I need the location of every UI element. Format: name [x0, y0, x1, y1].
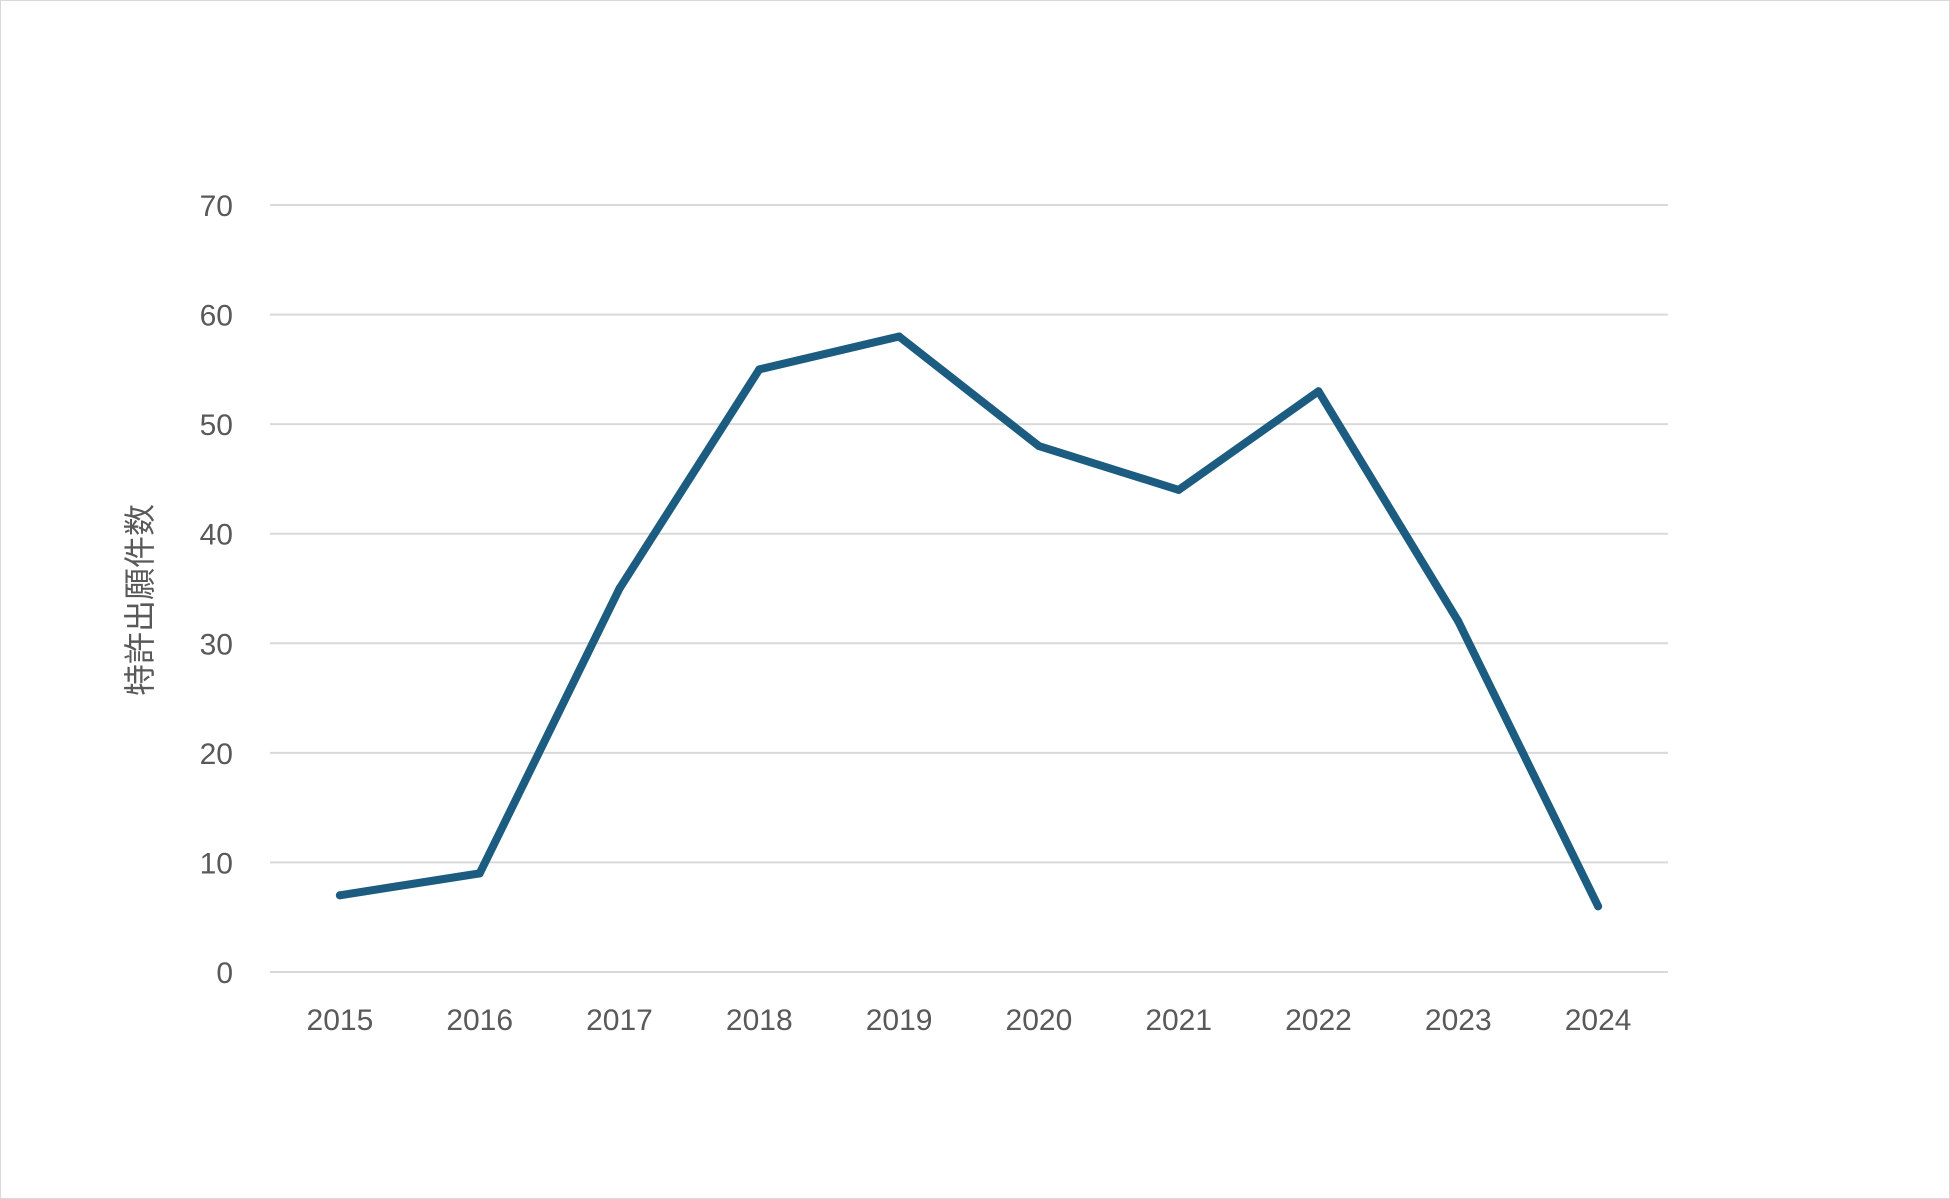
data-point-2018 [755, 365, 764, 374]
data-point-2024 [1594, 902, 1603, 911]
data-point-2015 [335, 891, 344, 900]
data-point-2023 [1454, 617, 1463, 626]
gridlines [270, 204, 1668, 973]
data-point-2021 [1174, 485, 1183, 494]
x-tick-label: 2017 [586, 1004, 653, 1037]
x-tick-label: 2019 [866, 1004, 933, 1037]
y-axis-tick-labels: 0 10 20 30 40 50 60 70 [200, 190, 233, 990]
data-point-2016 [475, 869, 484, 878]
data-point-2017 [615, 584, 624, 593]
x-tick-label: 2016 [446, 1004, 513, 1037]
y-tick-label: 70 [200, 190, 233, 223]
x-tick-label: 2020 [1006, 1004, 1073, 1037]
x-tick-label: 2018 [726, 1004, 793, 1037]
x-tick-label: 2023 [1425, 1004, 1492, 1037]
y-tick-label: 40 [200, 519, 233, 552]
y-tick-label: 50 [200, 409, 233, 442]
x-tick-label: 2021 [1145, 1004, 1212, 1037]
data-point-2020 [1034, 442, 1043, 451]
y-tick-label: 60 [200, 300, 233, 333]
data-point-2019 [895, 332, 904, 341]
x-tick-label: 2015 [307, 1004, 374, 1037]
y-tick-label: 30 [200, 628, 233, 661]
series-layer [335, 332, 1603, 911]
y-axis-title: 特許出願件数 [121, 504, 159, 696]
data-point-2022 [1314, 387, 1323, 396]
y-tick-label: 0 [216, 957, 233, 990]
series-line [335, 332, 1603, 911]
x-tick-label: 2024 [1565, 1004, 1632, 1037]
x-axis-tick-labels: 2015 2016 2017 2018 2019 2020 2021 2022 2023 2024 [307, 1004, 1632, 1037]
x-tick-label: 2022 [1285, 1004, 1352, 1037]
y-tick-label: 10 [200, 847, 233, 880]
y-tick-label: 20 [200, 738, 233, 771]
